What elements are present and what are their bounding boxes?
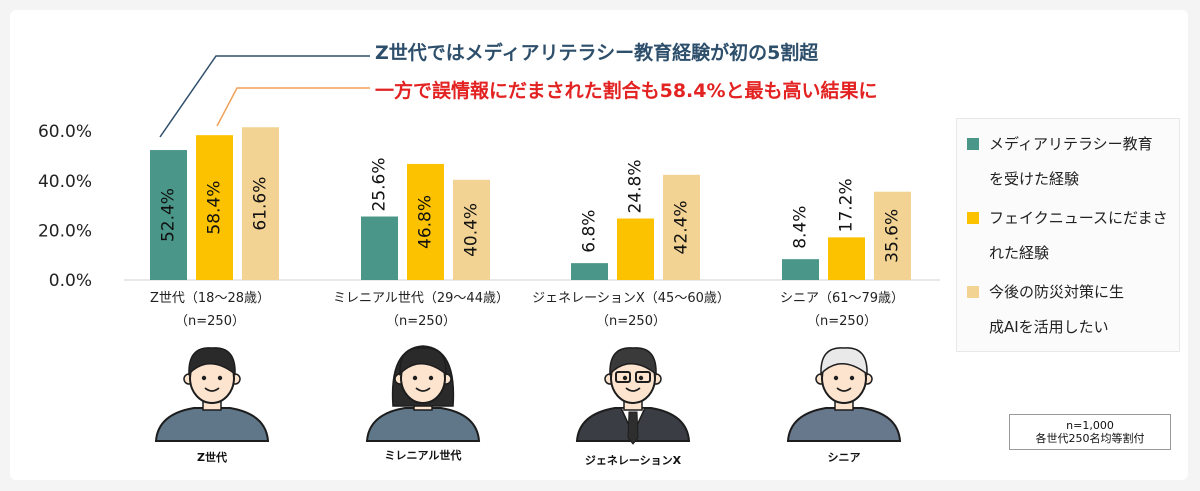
y-tick-label: 20.0% bbox=[38, 221, 92, 241]
person-glasses bbox=[635, 371, 651, 383]
data-label: 8.4% bbox=[791, 206, 811, 249]
data-label: 42.4% bbox=[672, 200, 692, 254]
bar-1-4 bbox=[782, 259, 819, 280]
legend-label: 成AIを活用したい bbox=[989, 318, 1109, 336]
legend-swatch bbox=[967, 138, 979, 150]
headline-connector-teal bbox=[159, 55, 370, 138]
person-eye bbox=[412, 375, 418, 381]
category-label-millennial: ミレニアル世代（29～44歳） （n=250） bbox=[311, 287, 531, 333]
person-label-millennial: ミレニアル世代 bbox=[384, 449, 462, 462]
bar-2-3 bbox=[617, 218, 654, 280]
sample-note: n=1,000 各世代250名均等割付 bbox=[1009, 414, 1171, 450]
bar-2-2 bbox=[407, 163, 444, 280]
person-eye bbox=[201, 375, 207, 381]
person-eye bbox=[638, 375, 644, 381]
note-line: 各世代250名均等割付 bbox=[1035, 432, 1145, 445]
legend-swatch bbox=[967, 286, 979, 298]
person-hair bbox=[820, 347, 868, 376]
data-label: 24.8% bbox=[626, 159, 646, 213]
person-mouth bbox=[415, 387, 431, 392]
person-eye bbox=[428, 375, 434, 381]
person-mouth bbox=[625, 387, 641, 392]
category-name: ミレニアル世代（29～44歳） bbox=[333, 291, 509, 306]
person-label-genz: Z世代 bbox=[197, 451, 227, 464]
person-glasses bbox=[615, 371, 631, 383]
note-line: n=1,000 bbox=[1066, 419, 1114, 432]
bar-1-2 bbox=[361, 216, 398, 280]
person-eye bbox=[833, 375, 839, 381]
person-tie bbox=[627, 411, 639, 445]
person-body bbox=[786, 407, 902, 442]
category-sample-size: （n=250） bbox=[596, 314, 666, 329]
person-eye bbox=[217, 375, 223, 381]
legend-label: 今後の防災対策に生 bbox=[989, 283, 1125, 301]
person-eye bbox=[849, 375, 855, 381]
headline-secondary: 一方で誤情報にだまされた割合も58.4%と最も高い結果に bbox=[375, 80, 878, 102]
person-label-senior: シニア bbox=[827, 451, 861, 464]
data-label: 17.2% bbox=[837, 178, 857, 232]
bar-3-1 bbox=[242, 127, 279, 281]
person-eye bbox=[622, 375, 628, 381]
person-body bbox=[154, 407, 270, 442]
person-hair bbox=[399, 347, 447, 376]
category-label-genx: ジェネレーションX（45～60歳） （n=250） bbox=[521, 287, 741, 333]
category-sample-size: （n=250） bbox=[386, 314, 456, 329]
legend: メディアリテラシー教育 を受けた経験 フェイクニュースにだまさ れた経験 今後の防災… bbox=[956, 118, 1180, 352]
person-mouth bbox=[836, 387, 852, 392]
y-tick-label: 0.0% bbox=[49, 271, 92, 291]
y-tick-label: 60.0% bbox=[38, 122, 92, 142]
person-mouth bbox=[204, 387, 220, 392]
data-label: 35.6% bbox=[883, 209, 903, 263]
person-label-genx: ジェネレーションX bbox=[584, 454, 682, 467]
legend-label: れた経験 bbox=[989, 244, 1050, 262]
category-name: シニア（61～79歳） bbox=[779, 291, 905, 306]
data-label: 6.8% bbox=[580, 210, 600, 253]
headline-connector-orange bbox=[216, 87, 370, 127]
data-label: 46.8% bbox=[416, 195, 436, 249]
bar-3-2 bbox=[453, 179, 490, 280]
legend-label: メディアリテラシー教育 bbox=[989, 135, 1153, 153]
category-label-genz: Z世代（18～28歳） （n=250） bbox=[100, 287, 320, 333]
bar-3-4 bbox=[874, 191, 911, 280]
bar-3-3 bbox=[663, 174, 700, 280]
data-label: 58.4% bbox=[205, 181, 225, 235]
person-body bbox=[365, 407, 481, 442]
data-label: 52.4% bbox=[159, 188, 179, 242]
data-label: 40.4% bbox=[462, 203, 482, 257]
bar-1-3 bbox=[571, 263, 608, 280]
legend-swatch bbox=[967, 212, 979, 224]
category-sample-size: （n=250） bbox=[807, 314, 877, 329]
bar-2-4 bbox=[828, 237, 865, 280]
category-name: ジェネレーションX（45～60歳） bbox=[532, 291, 730, 306]
headline-primary: Z世代ではメディアリテラシー教育経験が初の5割超 bbox=[375, 42, 819, 64]
bar-1-1 bbox=[150, 150, 187, 280]
data-label: 25.6% bbox=[370, 158, 390, 212]
data-label: 61.6% bbox=[251, 177, 271, 231]
bar-2-1 bbox=[196, 135, 233, 280]
person-hair bbox=[188, 347, 236, 376]
y-tick-label: 40.0% bbox=[38, 172, 92, 192]
category-label-senior: シニア（61～79歳） （n=250） bbox=[732, 287, 952, 333]
person-hair bbox=[609, 347, 657, 376]
category-sample-size: （n=250） bbox=[175, 314, 245, 329]
legend-label: を受けた経験 bbox=[989, 170, 1080, 188]
category-name: Z世代（18～28歳） bbox=[150, 291, 270, 306]
legend-label: フェイクニュースにだまさ bbox=[989, 209, 1168, 227]
